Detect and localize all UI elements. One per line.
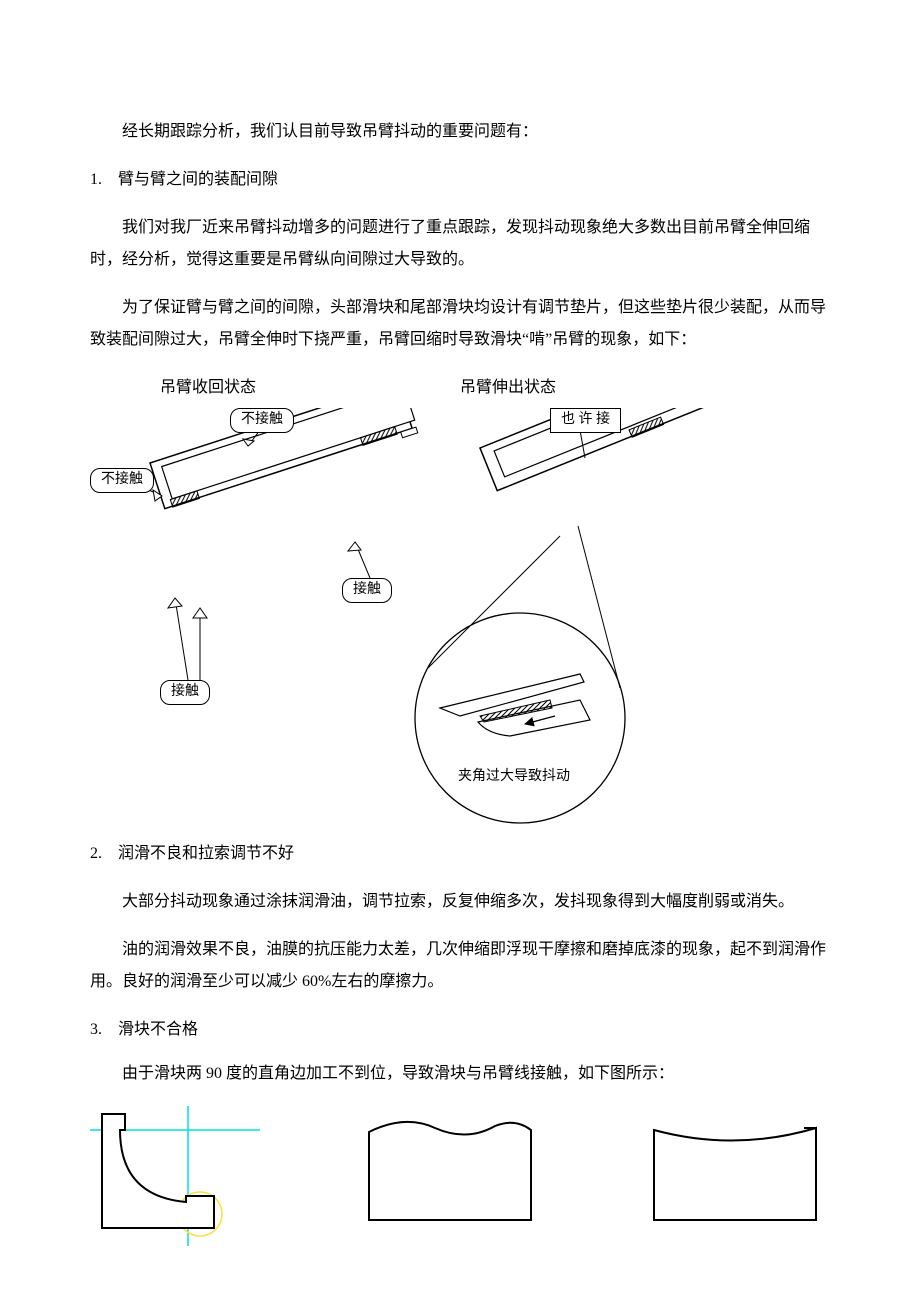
- state-retracted-label: 吊臂收回状态: [160, 372, 460, 404]
- profile-shape-mid: [355, 1106, 545, 1236]
- item1-p2: 为了保证臂与臂之间的间隙，头部滑块和尾部滑块均设计有调节垫片，但这些垫片很少装配…: [90, 292, 830, 356]
- item2-title: 2. 润滑不良和拉索调节不好: [90, 838, 830, 870]
- boom-diagram-svg: [80, 408, 820, 838]
- state-extended-label: 吊臂伸出状态: [460, 372, 556, 404]
- magnifier-caption: 夹角过大导致抖动: [458, 770, 570, 784]
- callout-maybe-connect: 也 许 接: [550, 408, 621, 433]
- profile-shape-right: [640, 1106, 830, 1236]
- callout-contact-right: 接触: [342, 578, 392, 603]
- item1-p1: 我们对我厂近来吊臂抖动增多的问题进行了重点跟踪，发现抖动现象绝大多数出目前吊臂全…: [90, 212, 830, 276]
- item1-title: 1. 臂与臂之间的装配间隙: [90, 164, 830, 196]
- item3-title: 3. 滑块不合格: [90, 1014, 830, 1046]
- state-labels-row: 吊臂收回状态 吊臂伸出状态: [90, 372, 830, 404]
- callout-no-contact-top: 不接触: [230, 408, 294, 433]
- boom-diagram: 不接触 不接触 接触 接触 也 许 接: [80, 408, 820, 838]
- item2-p1: 大部分抖动现象通过涂抹润滑油，调节拉索，反复伸缩多次，发抖现象得到大幅度削弱或消…: [90, 886, 830, 918]
- slider-profiles-row: [90, 1106, 830, 1246]
- item2-p2: 油的润滑效果不良，油膜的抗压能力太差，几次伸缩即浮现干摩擦和磨掉底漆的现象，起不…: [90, 934, 830, 998]
- item3-p1: 由于滑块两 90 度的直角边加工不到位，导致滑块与吊臂线接触，如下图所示：: [90, 1058, 830, 1090]
- profile-shape-left: [90, 1106, 260, 1246]
- callout-no-contact-left: 不接触: [90, 468, 154, 493]
- intro-paragraph: 经长期跟踪分析，我们认目前导致吊臂抖动的重要问题有：: [90, 116, 830, 148]
- callout-contact-lower: 接触: [160, 680, 210, 705]
- document-page: 经长期跟踪分析，我们认目前导致吊臂抖动的重要问题有： 1. 臂与臂之间的装配间隙…: [0, 0, 920, 1302]
